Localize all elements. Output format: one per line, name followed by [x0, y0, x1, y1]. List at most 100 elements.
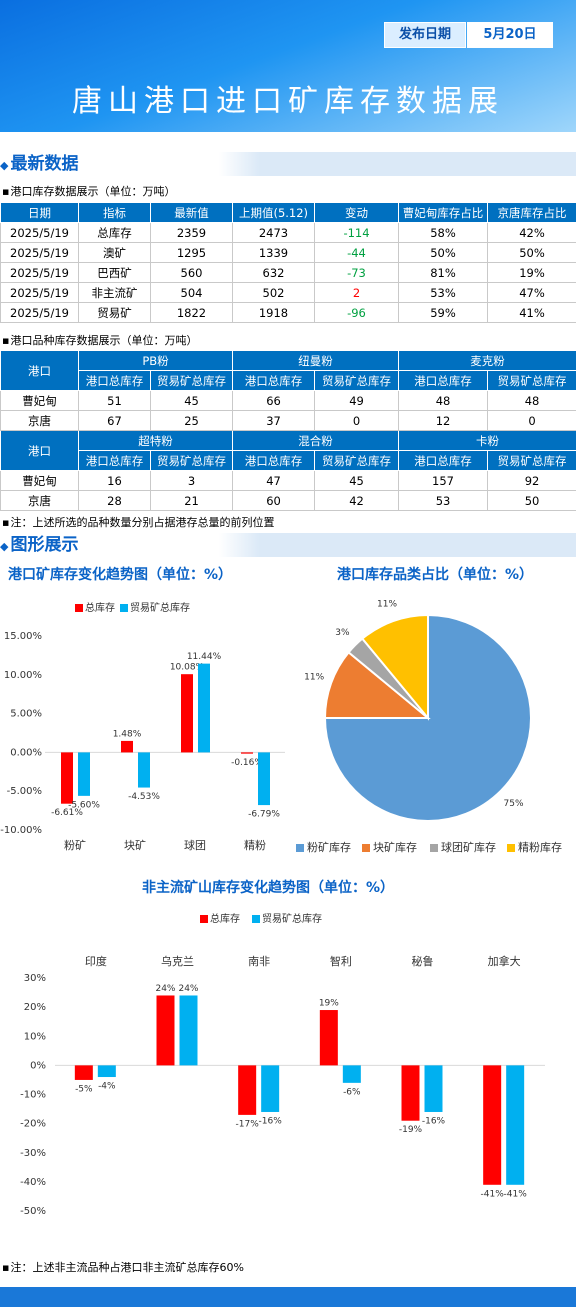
footer-bar [0, 1287, 576, 1307]
table-caption: 港口库存数据展示（单位：万吨） [2, 183, 175, 199]
value-label: 1.48% [113, 729, 142, 739]
y-tick-label: 20% [24, 1002, 46, 1013]
table-cell: 41% [487, 302, 576, 323]
table-cell: 81% [398, 262, 488, 283]
y-tick-label: -5.00% [7, 786, 42, 797]
table-cell: 非主流矿 [78, 282, 151, 303]
value-label: 19% [319, 999, 339, 1009]
bar [156, 995, 175, 1066]
chart-title: 港口库存品类占比（单位：%） [337, 566, 533, 583]
table-row: 京唐 67 25 37 0 12 0 [0, 410, 576, 431]
x-tick-label: 乌克兰 [161, 954, 194, 968]
bar [179, 995, 198, 1066]
port-cell: 京唐 [0, 410, 79, 431]
group-header: 混合粉 [232, 430, 400, 451]
value-label: -5% [75, 1084, 93, 1094]
table-cell: 2025/5/19 [0, 282, 79, 303]
table-cell: -44 [314, 242, 399, 263]
subheader: 港口总库存 [232, 370, 316, 391]
table-cell: 502 [232, 282, 315, 303]
y-tick-label: 0.00% [10, 747, 42, 758]
bar [78, 752, 90, 796]
bar [483, 1065, 502, 1185]
bar [342, 1065, 361, 1083]
bar [506, 1065, 525, 1185]
value-label: -4% [98, 1082, 116, 1092]
subheader: 港口总库存 [232, 450, 316, 471]
subheader-row: 港口总库存 贸易矿总库存 港口总库存 贸易矿总库存 港口总库存 贸易矿总库存 [1, 450, 576, 471]
legend-swatch [200, 915, 208, 923]
x-tick-label: 智利 [330, 954, 352, 968]
table-cell: 3 [149, 470, 234, 491]
subheader: 贸易矿总库存 [314, 370, 400, 391]
table-cell: 2 [314, 282, 399, 303]
table-row: 2025/5/19 总库存 2359 2473 -114 58% 42% [0, 222, 576, 243]
table-cell: 504 [150, 282, 233, 303]
legend-label: 贸易矿总库存 [262, 912, 322, 925]
bar [61, 752, 73, 804]
column-header: 变动 [314, 202, 399, 223]
table-cell: 贸易矿 [78, 302, 151, 323]
table-row: 京唐 28 21 60 42 53 50 [0, 490, 576, 511]
column-header: 最新值 [150, 202, 233, 223]
bar [97, 1065, 116, 1078]
date-label: 发布日期 [384, 22, 466, 48]
table-cell: 1339 [232, 242, 315, 263]
table-cell: 12 [398, 410, 489, 431]
bar [198, 663, 210, 753]
x-tick-label: 印度 [85, 954, 107, 968]
bar [424, 1065, 443, 1112]
table-caption: 港口品种库存数据展示（单位：万吨） [2, 332, 197, 348]
table-cell: 58% [398, 222, 488, 243]
table-cell: 632 [232, 262, 315, 283]
y-tick-label: 30% [24, 973, 46, 984]
table-cell: 1822 [150, 302, 233, 323]
group-header: 麦克粉 [398, 350, 576, 371]
table-cell: 2359 [150, 222, 233, 243]
table-cell: 42 [314, 490, 400, 511]
y-tick-label: 15.00% [4, 631, 42, 642]
column-header: 曹妃甸库存占比 [398, 202, 488, 223]
table-cell: 53 [398, 490, 489, 511]
value-label: -6% [343, 1087, 361, 1097]
value-label: 3% [335, 628, 350, 638]
column-header: 指标 [78, 202, 151, 223]
bar [238, 1065, 257, 1115]
port-cell: 曹妃甸 [0, 470, 79, 491]
table-cell: 2025/5/19 [0, 262, 79, 283]
subheader: 贸易矿总库存 [487, 450, 576, 471]
subheader: 贸易矿总库存 [487, 370, 576, 391]
table-cell: -114 [314, 222, 399, 243]
x-tick-label: 球团 [184, 838, 206, 852]
table-cell: 16 [78, 470, 151, 491]
value-label: 11% [377, 600, 397, 610]
table-cell: 澳矿 [78, 242, 151, 263]
bar [138, 752, 150, 788]
x-tick-label: 加拿大 [488, 954, 521, 968]
group-row: 港口 超特粉 混合粉 卡粉 [0, 430, 576, 471]
subheader: 港口总库存 [398, 450, 489, 471]
y-tick-label: 10% [24, 1031, 46, 1042]
section-title: 最新数据 [0, 152, 576, 176]
value-label: 24% [178, 984, 198, 994]
column-header: 京唐库存占比 [487, 202, 576, 223]
value-label: -0.16% [231, 758, 263, 768]
subheader: 港口总库存 [78, 370, 151, 391]
value-label: -6.79% [248, 810, 280, 820]
x-tick-label: 南非 [248, 955, 270, 968]
x-tick-label: 精粉 [244, 839, 266, 852]
value-label: 10.08% [170, 663, 205, 673]
data-table: 港口 PB粉 纽曼粉 麦克粉 港口总库存 贸易矿总库存 港口总库存 贸易矿总库存 港口总库存 贸易… [0, 350, 576, 511]
bar [258, 752, 270, 806]
port-cell: 曹妃甸 [0, 390, 79, 411]
table-cell: 0 [314, 410, 400, 431]
subheader: 贸易矿总库存 [149, 450, 234, 471]
group-row: 港口 PB粉 纽曼粉 麦克粉 [0, 350, 576, 391]
header-row: 日期 指标 最新值 上期值(5.12) 变动 曹妃甸库存占比 京唐库存占比 [0, 202, 576, 223]
table-cell: 47% [487, 282, 576, 303]
value-label: -4.53% [128, 792, 160, 802]
note: 注：上述所选的品种数量分别占据港存总量的前列位置 [2, 514, 274, 530]
table-cell: 19% [487, 262, 576, 283]
pie-slice [360, 613, 429, 721]
port-header: 港口 [0, 430, 79, 471]
